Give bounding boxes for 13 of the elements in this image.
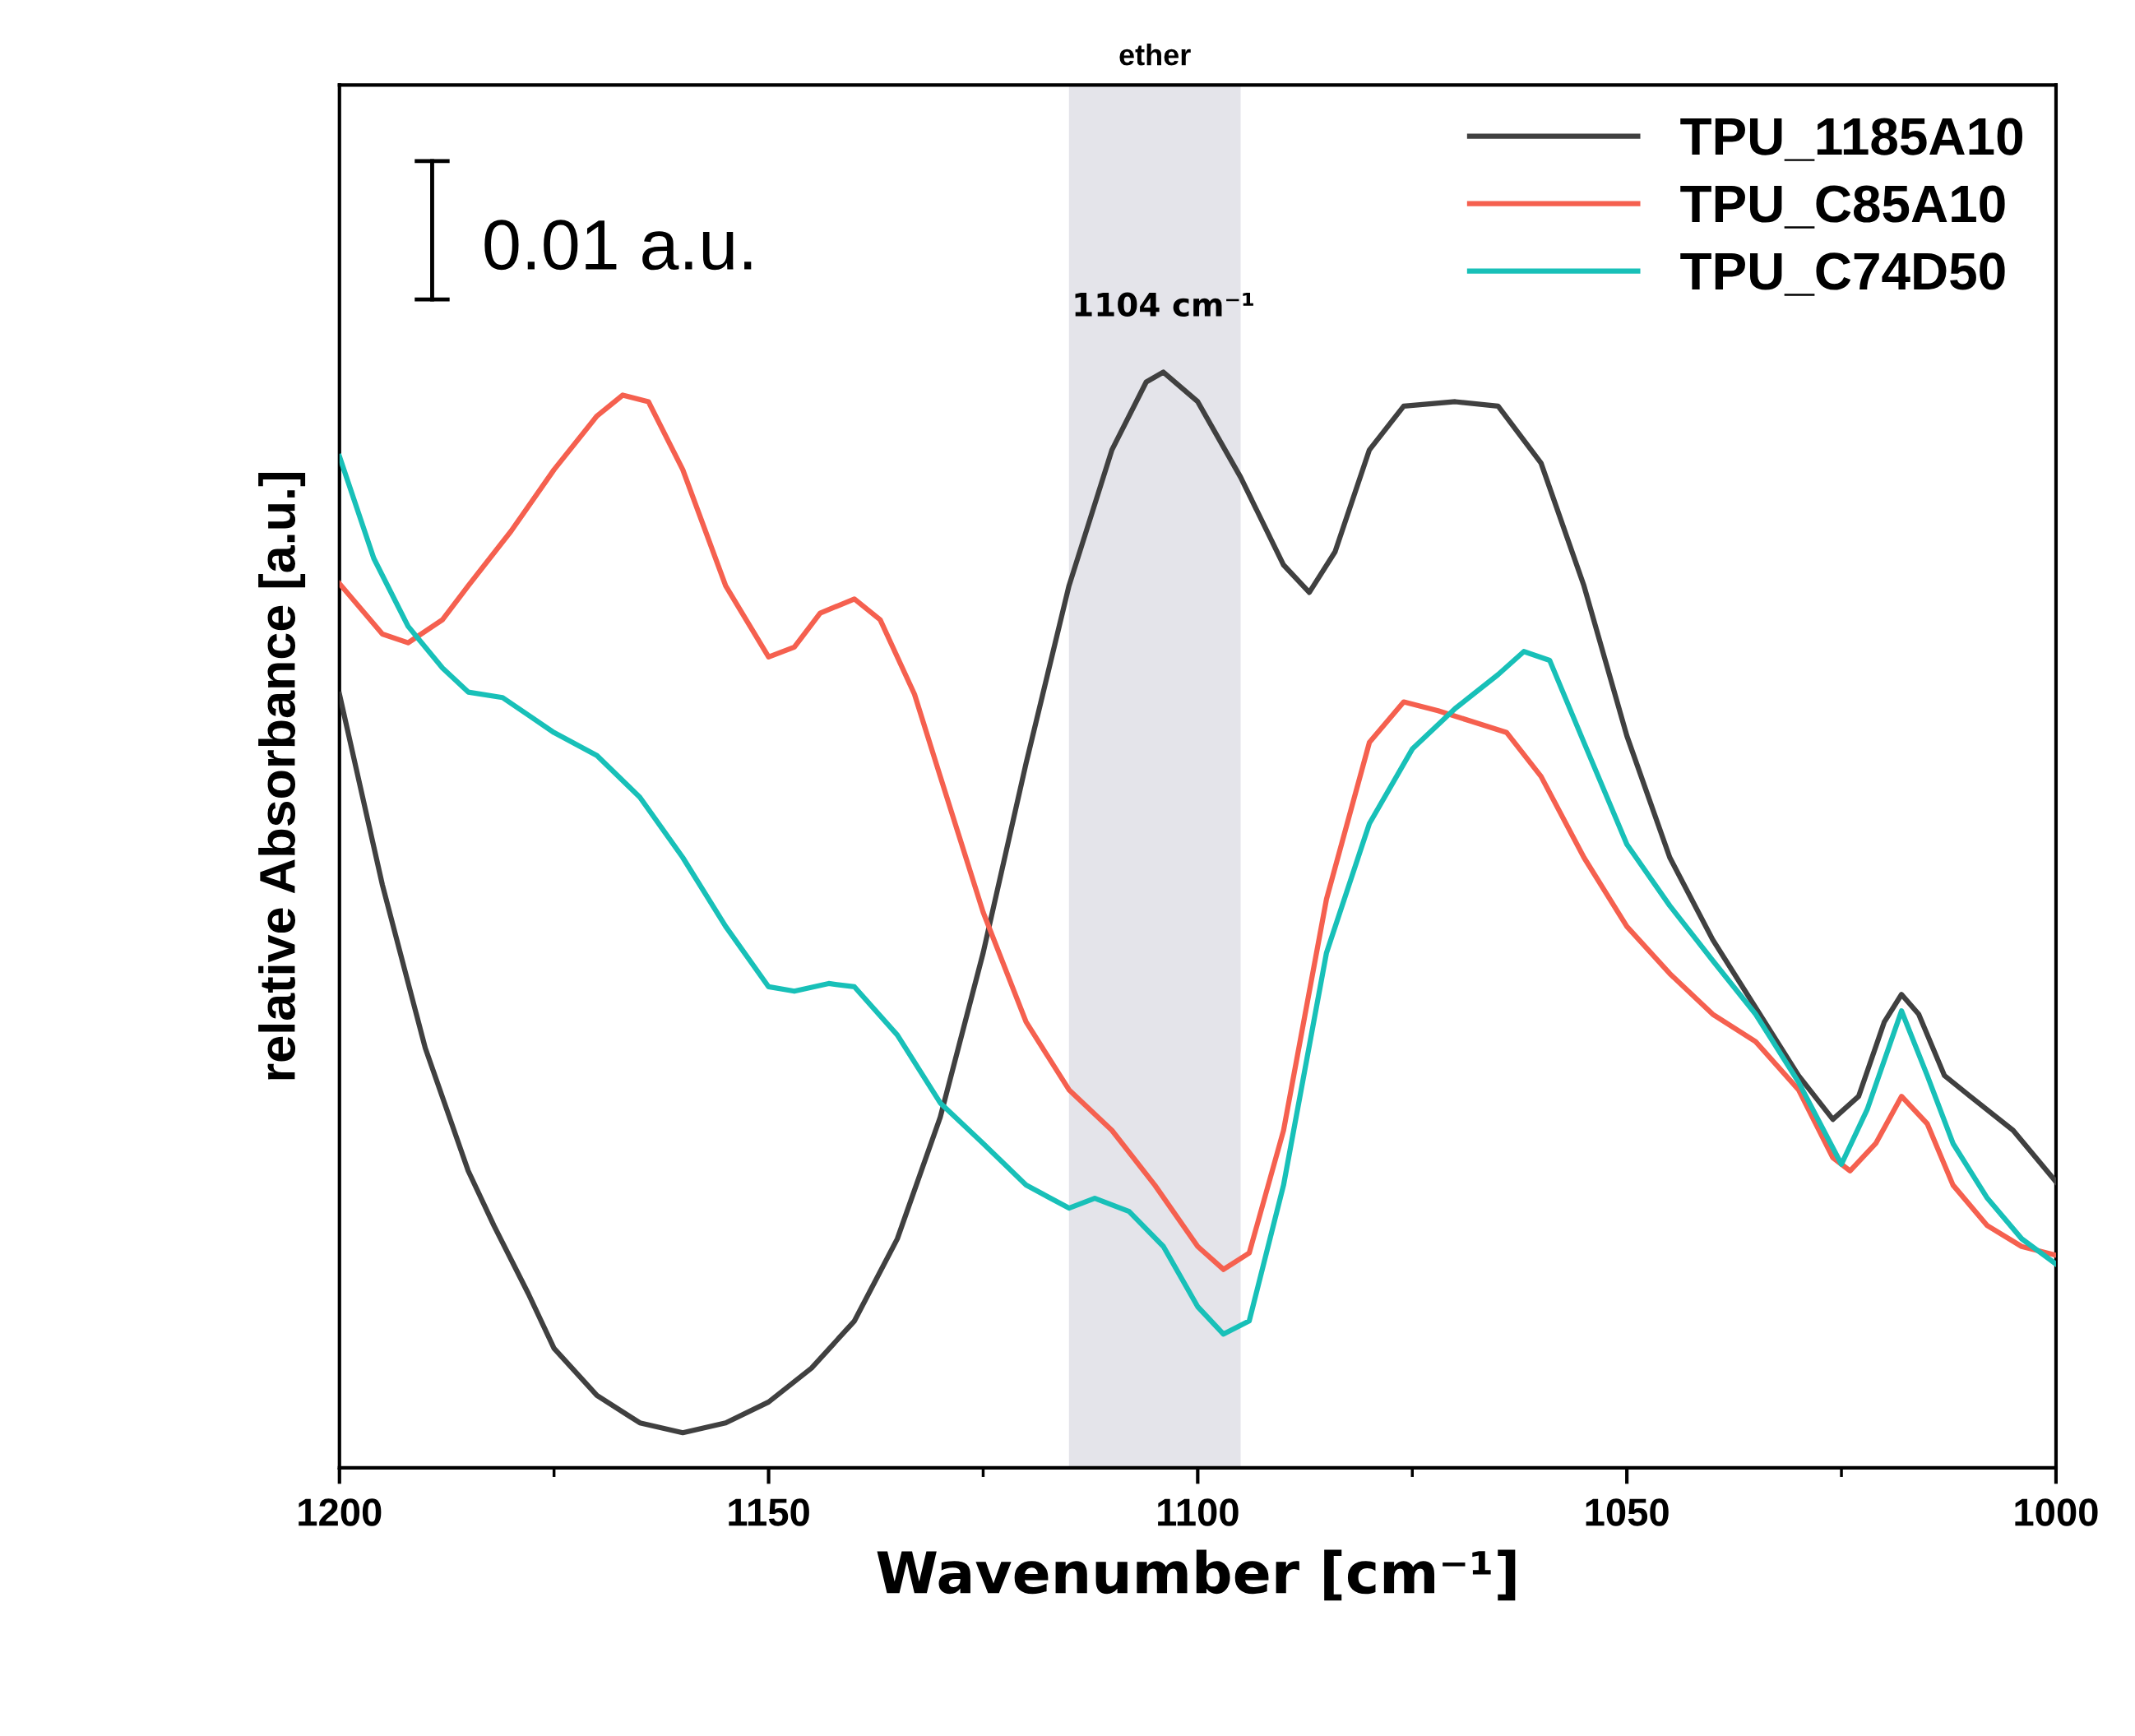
band-label: ether <box>1119 43 1191 66</box>
x-axis-title: Wavenumber [cm⁻¹] <box>877 1549 1516 1601</box>
legend-label: TPU_1185A10 <box>1680 118 2023 161</box>
legend-label: TPU_C74D50 <box>1680 252 2005 296</box>
x-tick-label: 1150 <box>729 1498 809 1526</box>
y-axis-title: relative Absorbance [a.u.] <box>258 473 306 1080</box>
text: 0.01 a.u. <box>484 220 752 271</box>
x-tick-label: 1050 <box>1586 1498 1669 1526</box>
x-tick-label: 1200 <box>299 1498 382 1526</box>
annotation: 1104 cm⁻¹ <box>1075 292 1253 317</box>
x-tick-label: 1100 <box>1158 1498 1239 1526</box>
legend-label: TPU_C85A10 <box>1680 185 2005 229</box>
x-tick-label: 1000 <box>2015 1498 2098 1526</box>
